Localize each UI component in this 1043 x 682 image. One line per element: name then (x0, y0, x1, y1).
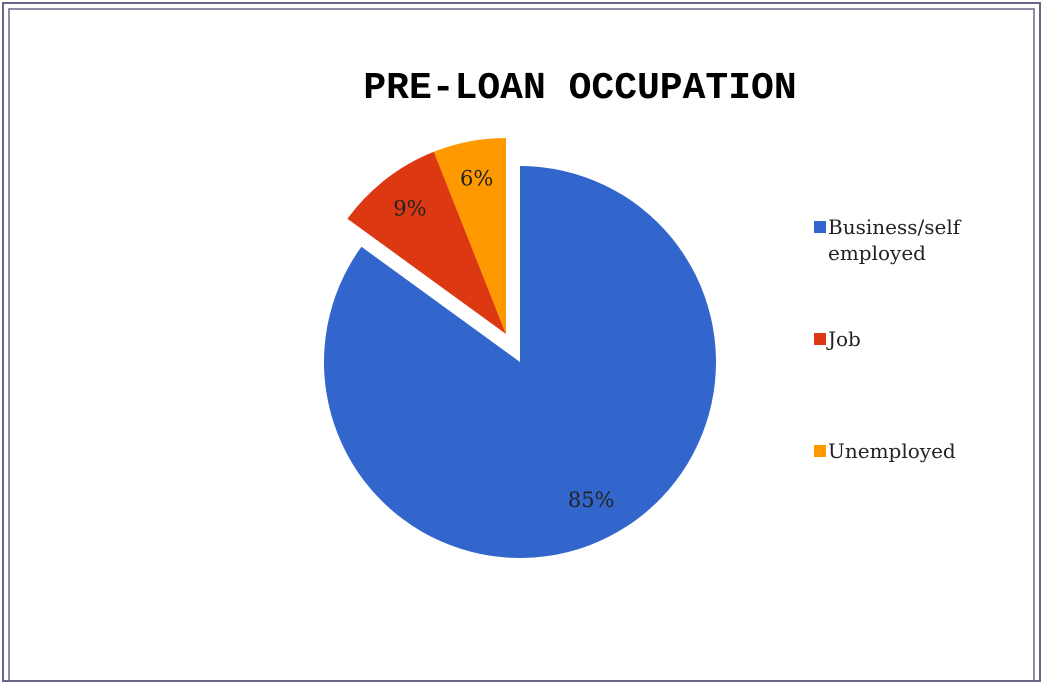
legend-swatch (814, 445, 826, 457)
legend-item: Business/self employed (814, 214, 1004, 266)
pie-slice (324, 166, 716, 559)
data-label: 85% (568, 488, 615, 512)
pie-slice (433, 138, 506, 334)
pie-slice (347, 151, 506, 334)
chart-title: PRE-LOAN OCCUPATION (363, 67, 796, 110)
legend-label: Job (828, 327, 861, 351)
legend-swatch (814, 333, 826, 345)
legend-item: Job (814, 326, 1004, 352)
legend-item: Unemployed (814, 438, 1004, 464)
legend-swatch (814, 221, 826, 233)
legend-label: Unemployed (828, 439, 956, 463)
legend-label: Business/self employed (828, 215, 961, 265)
data-label: 6% (460, 166, 493, 190)
data-label: 9% (393, 197, 426, 221)
inner-border (8, 8, 1035, 682)
